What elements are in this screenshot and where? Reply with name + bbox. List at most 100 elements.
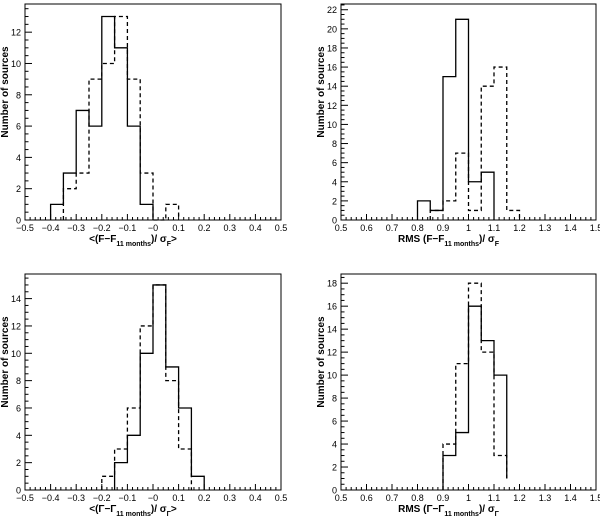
x-axis-label-part: 11 months	[444, 511, 479, 516]
x-tick-label: 0.9	[437, 493, 450, 503]
y-tick-label: 20	[327, 24, 337, 34]
y-tick-label: 2	[16, 184, 21, 194]
y-tick-label: 8	[16, 376, 21, 386]
x-tick-label: 0.6	[360, 493, 373, 503]
x-axis-label-part: >	[171, 504, 177, 515]
y-tick-label: 0	[332, 216, 337, 226]
x-tick-label: 0.5	[335, 223, 348, 233]
x-tick-label: −0.2	[93, 223, 111, 233]
y-tick-label: 4	[16, 431, 21, 441]
x-tick-label: 1.3	[539, 493, 552, 503]
x-axis-label-part: )/ σ	[151, 504, 167, 515]
y-tick-label: 10	[11, 349, 21, 359]
x-tick-label: 0.5	[275, 493, 288, 503]
x-axis-label-part: Γ	[495, 511, 500, 516]
histogram-solid	[416, 18, 495, 220]
y-tick-label: 2	[332, 463, 337, 473]
y-tick-label: 2	[16, 458, 21, 468]
x-axis-label-part: >	[171, 234, 177, 245]
y-tick-label: 10	[327, 120, 337, 130]
y-tick-label: 0	[16, 486, 21, 496]
x-tick-label: 1.5	[590, 223, 600, 233]
x-axis-label-part: )/ σ	[151, 234, 167, 245]
y-tick-label: 8	[332, 139, 337, 149]
y-tick-label: 12	[11, 321, 21, 331]
x-tick-label: 0.9	[437, 223, 450, 233]
x-tick-label: 0.3	[224, 493, 237, 503]
x-axis-label-part: RMS (F−F	[398, 234, 444, 245]
x-axis-label-part: F	[167, 241, 172, 248]
y-tick-label: 16	[327, 63, 337, 73]
x-axis-label: RMS (F−F11 months)/ σF	[398, 234, 500, 248]
histogram-panel-1: −0.5 −0.4 −0.3 −0.2 −0.1 −0 0.1 0.2 0.3 0.4 0.5 0 2 4…	[0, 3, 288, 248]
y-tick-label: 2	[332, 196, 337, 206]
x-axis-label-part: )/ σ	[479, 234, 495, 245]
x-axis-label-part: 11 months	[116, 511, 151, 516]
x-tick-label: −0.1	[119, 493, 137, 503]
y-tick-label: 4	[332, 177, 337, 187]
x-tick-label: 0.2	[198, 493, 211, 503]
y-tick-label: 16	[327, 302, 337, 312]
x-axis-label-part: <(Γ−Γ	[89, 504, 116, 515]
x-tick-label: −0.4	[42, 493, 60, 503]
y-tick-label: 8	[16, 90, 21, 100]
y-tick-label: 4	[332, 440, 337, 450]
y-tick-label: 10	[11, 59, 21, 69]
y-tick-label: 14	[11, 294, 21, 304]
x-tick-label: −0.3	[67, 223, 85, 233]
y-tick-label: 6	[332, 417, 337, 427]
x-axis-label: RMS (Γ−Γ11 months)/ σΓ	[398, 504, 500, 516]
y-tick-label: 6	[332, 158, 337, 168]
x-tick-label: 0.2	[198, 223, 211, 233]
y-axis-label: Number of sources	[0, 316, 11, 408]
x-tick-label: 1.2	[513, 493, 526, 503]
x-tick-label: −0.2	[93, 493, 111, 503]
y-tick-label: 18	[327, 43, 337, 53]
x-axis-label-part: )/ σ	[479, 504, 495, 515]
x-tick-label: 1	[466, 493, 471, 503]
y-tick-label: 12	[11, 28, 21, 38]
x-tick-label: 0.7	[386, 493, 399, 503]
x-tick-label: 1	[466, 223, 471, 233]
histogram-panel-3: −0.5 −0.4 −0.3 −0.2 −0.1 −0 0.1 0.2 0.3 0.4 0.5 0 2 4…	[0, 273, 288, 518]
x-tick-label: 0.4	[249, 493, 262, 503]
x-tick-label: −0	[148, 223, 158, 233]
y-tick-label: 0	[332, 486, 337, 496]
x-tick-label: 1.4	[564, 493, 577, 503]
x-tick-label: 0.3	[224, 223, 237, 233]
y-tick-label: 14	[327, 82, 337, 92]
x-tick-label: 0.5	[275, 223, 288, 233]
x-tick-label: 0.1	[172, 223, 185, 233]
x-tick-label: 0.8	[411, 223, 424, 233]
x-axis-label-part: <(F−F	[89, 234, 116, 245]
y-tick-label: 8	[332, 394, 337, 404]
y-axis-label: Number of sources	[316, 46, 327, 138]
x-axis-label-part: F	[495, 241, 500, 248]
y-tick-label: 12	[327, 348, 337, 358]
x-tick-label: 0.1	[172, 493, 185, 503]
x-tick-label: 1.2	[513, 223, 526, 233]
x-tick-label: 1.1	[488, 493, 501, 503]
y-axis-label: Number of sources	[0, 46, 11, 138]
x-tick-label: 1.5	[590, 493, 600, 503]
x-axis-label-part: 11 months	[116, 241, 151, 248]
x-tick-label: 1.4	[564, 223, 577, 233]
y-tick-label: 4	[16, 153, 21, 163]
x-axis-label-part: Γ	[167, 511, 172, 516]
histogram-dashed	[429, 66, 521, 220]
histogram-solid	[442, 305, 508, 490]
histogram-dashed	[442, 282, 508, 490]
x-tick-label: 1.1	[488, 223, 501, 233]
histogram-dashed	[62, 15, 180, 221]
x-axis-label: <(Γ−Γ11 months)/ σΓ>	[89, 504, 177, 516]
x-tick-label: −0.5	[16, 493, 34, 503]
x-tick-label: 0.7	[386, 223, 399, 233]
x-axis-label-part: 11 months	[444, 241, 479, 248]
y-tick-label: 10	[327, 371, 337, 381]
x-tick-label: −0.1	[119, 223, 137, 233]
y-tick-label: 14	[327, 325, 337, 335]
histogram-panel-2: 0.5 0.6 0.7 0.8 0.9 1 1.1 1.2 1.3 1.4 1.5 0 2 4 6 8 10 12…	[316, 3, 600, 248]
x-tick-label: −0.4	[42, 223, 60, 233]
y-tick-label: 6	[16, 122, 21, 132]
